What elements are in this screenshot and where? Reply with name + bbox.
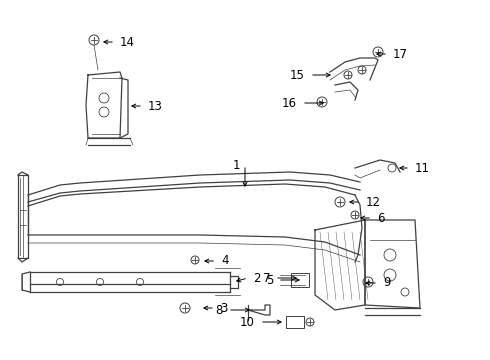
Text: 3: 3 — [220, 302, 227, 315]
Text: 8: 8 — [216, 303, 223, 316]
Text: 1: 1 — [232, 158, 240, 171]
Text: 12: 12 — [366, 195, 381, 208]
Text: 9: 9 — [383, 276, 391, 289]
Text: 5: 5 — [266, 274, 273, 287]
Text: 14: 14 — [120, 36, 135, 49]
Text: 13: 13 — [148, 99, 163, 113]
Text: 2: 2 — [253, 271, 261, 284]
Text: 11: 11 — [415, 162, 430, 175]
Text: 15: 15 — [290, 68, 305, 81]
Bar — [286, 316, 304, 328]
Text: 16: 16 — [282, 96, 297, 109]
Text: 6: 6 — [377, 212, 385, 225]
Text: 10: 10 — [240, 315, 255, 328]
Text: 7: 7 — [263, 271, 270, 284]
Text: 4: 4 — [221, 255, 228, 267]
Bar — [291, 273, 309, 287]
Text: 17: 17 — [393, 48, 408, 60]
